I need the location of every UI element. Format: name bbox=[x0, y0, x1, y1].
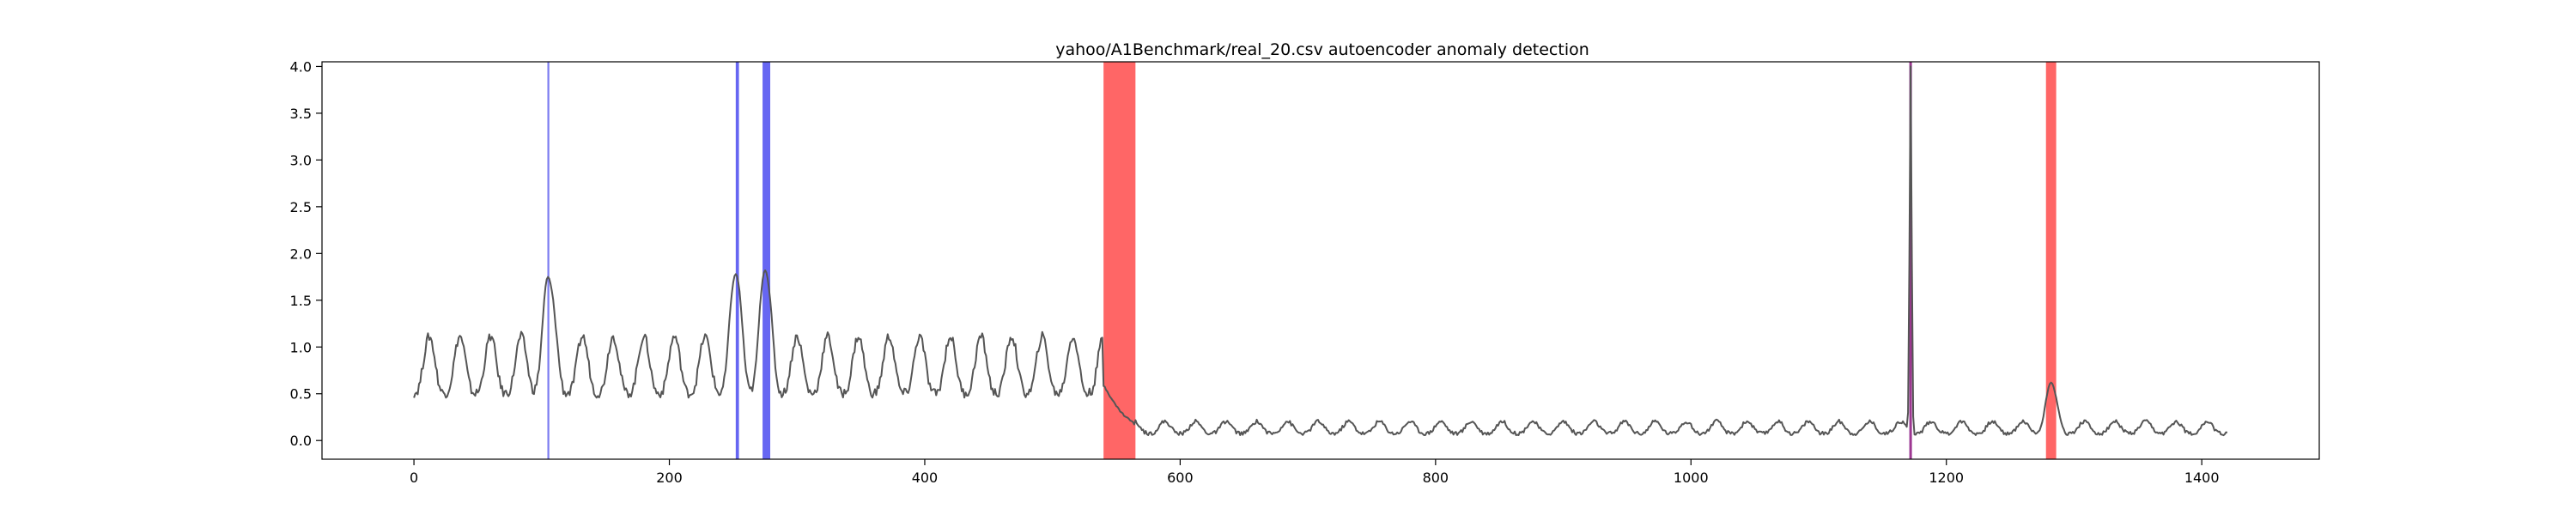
x-tick-label-4: 800 bbox=[1423, 470, 1449, 486]
y-tick-label-7: 3.5 bbox=[290, 106, 312, 122]
plot-frame bbox=[321, 61, 2320, 460]
x-tick-label-7: 1400 bbox=[2184, 470, 2220, 486]
predicted-anomaly-band-1 bbox=[735, 62, 739, 459]
y-tick-label-6: 3.0 bbox=[290, 152, 312, 168]
x-tick-label-6: 1200 bbox=[1929, 470, 1964, 486]
x-tick-label-3: 600 bbox=[1167, 470, 1194, 486]
series-group bbox=[413, 65, 2228, 437]
y-tick-label-8: 4.0 bbox=[290, 58, 312, 75]
x-tick-label-0: 0 bbox=[410, 470, 418, 486]
series-line-0 bbox=[413, 65, 2228, 437]
x-tick-label-1: 200 bbox=[656, 470, 683, 486]
x-tick-label-2: 400 bbox=[912, 470, 939, 486]
true-anomaly-band-5 bbox=[1909, 62, 1912, 459]
true-anomaly-band-6 bbox=[2045, 62, 2057, 459]
anomaly-bands bbox=[547, 62, 2057, 459]
y-tick-label-3: 1.5 bbox=[290, 293, 312, 309]
chart-title: yahoo/A1Benchmark/real_20.csv autoencode… bbox=[1055, 40, 1589, 59]
x-tick-label-5: 1000 bbox=[1674, 470, 1709, 486]
y-tick-label-0: 0.0 bbox=[290, 433, 312, 449]
y-axis: 0.0 0.5 1.0 1.5 2.0 2.5 3.0 3.5 4.0 bbox=[290, 58, 322, 449]
y-tick-label-5: 2.5 bbox=[290, 199, 312, 215]
true-anomaly-band-4 bbox=[1103, 62, 1136, 459]
y-tick-label-1: 0.5 bbox=[290, 386, 312, 403]
predicted-anomaly-band-0 bbox=[547, 62, 550, 459]
y-tick-label-4: 2.0 bbox=[290, 245, 312, 262]
predicted-anomaly-band-2 bbox=[762, 62, 771, 459]
x-axis: 0 200 400 600 800 1000 1200 1400 bbox=[410, 459, 2220, 486]
y-tick-label-2: 1.0 bbox=[290, 339, 312, 355]
predicted-anomaly-band-3 bbox=[1909, 62, 1912, 459]
